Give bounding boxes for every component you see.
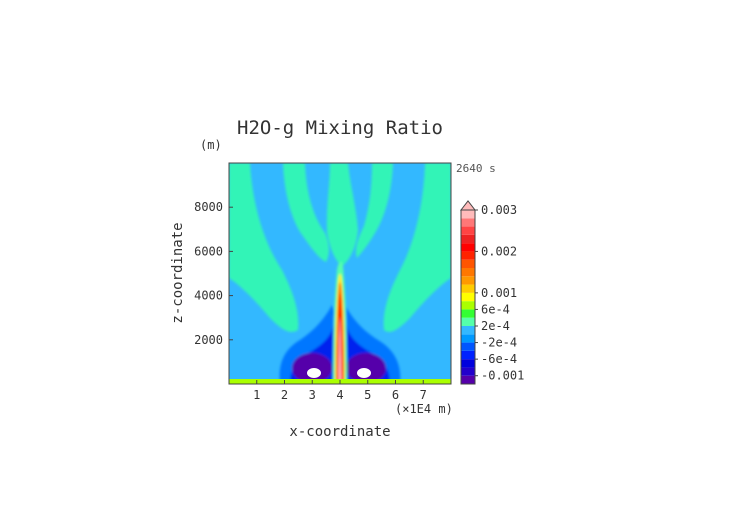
center-band [326,163,358,266]
colorbar-swatch [461,210,475,219]
y-tick-label: 6000 [194,244,223,258]
colorbar-extend-arrow [459,200,477,211]
colorbar-tick-label: 0.002 [481,244,517,258]
plot-area [229,163,451,384]
time-label: 2640 s [456,162,496,175]
colorbar-swatch [461,251,475,260]
colorbar-swatch [461,309,475,318]
colorbar-tick-label: 0.001 [481,286,517,300]
x-tick-label: 6 [392,388,399,402]
left-inner-band [283,163,329,262]
colorbar-swatch [461,218,475,227]
colorbar-frame [460,209,476,385]
x-tick-label: 2 [281,388,288,402]
colorbar-swatch [461,350,475,360]
y-axis: 2000 4000 6000 8000 [194,200,233,347]
y-tick-label: 4000 [194,289,223,303]
left-outer-band [229,163,299,332]
colorbar-swatch [461,359,475,368]
left-minimum-spot [307,368,321,378]
x-tick-label: 4 [336,388,343,402]
colorbar-tick-label: -2e-4 [481,336,517,350]
colorbar-tick-label: -0.001 [481,369,524,383]
x-unit-label: (×1E4 m) [395,402,453,416]
right-low-core [346,353,386,383]
plume-pink [338,316,342,384]
colorbar-swatch [461,276,475,285]
colorbar-swatch [461,243,475,252]
x-tick-label: 7 [420,388,427,402]
colorbar-swatch [461,292,475,302]
left-low-core [292,353,332,383]
right-inner-band [355,163,393,258]
colorbar-swatch [461,326,475,335]
chart-title: H2O-g Mixing Ratio [237,117,443,139]
x-axis-label: x-coordinate [289,424,390,440]
colorbar-swatch [461,375,475,384]
right-minimum-spot [357,368,371,378]
x-tick-label: 5 [364,388,371,402]
colorbar-tick-label: 0.003 [481,203,517,217]
colorbar-tick-label: 6e-4 [481,302,510,316]
right-outer-band [383,163,451,332]
colorbar-swatch [461,342,475,351]
colorbar-tick-label: 2e-4 [481,319,510,333]
x-tick-label: 1 [253,388,260,402]
colorbar-swatch [461,301,475,310]
colorbar-swatch [461,234,475,244]
x-axis: 1 2 3 4 5 6 7 [253,380,427,402]
colorbar: 0.003 0.002 0.001 6e-4 2e-4 -2e-4 -6e-4 -0.001 [459,200,524,385]
colorbar-swatch [461,268,475,277]
colorbar-swatch [461,226,475,235]
colorbar-swatch [461,259,475,268]
colorbar-swatch [461,284,475,293]
y-unit-label: (m) [200,138,222,152]
colorbar-swatch [461,334,475,343]
colorbar-swatch [461,317,475,326]
y-tick-label: 8000 [194,200,223,214]
y-tick-label: 2000 [194,333,223,347]
colorbar-tick-label: -6e-4 [481,352,517,366]
y-axis-label: z-coordinate [170,222,186,323]
x-tick-label: 3 [309,388,316,402]
colorbar-swatch [461,367,475,376]
